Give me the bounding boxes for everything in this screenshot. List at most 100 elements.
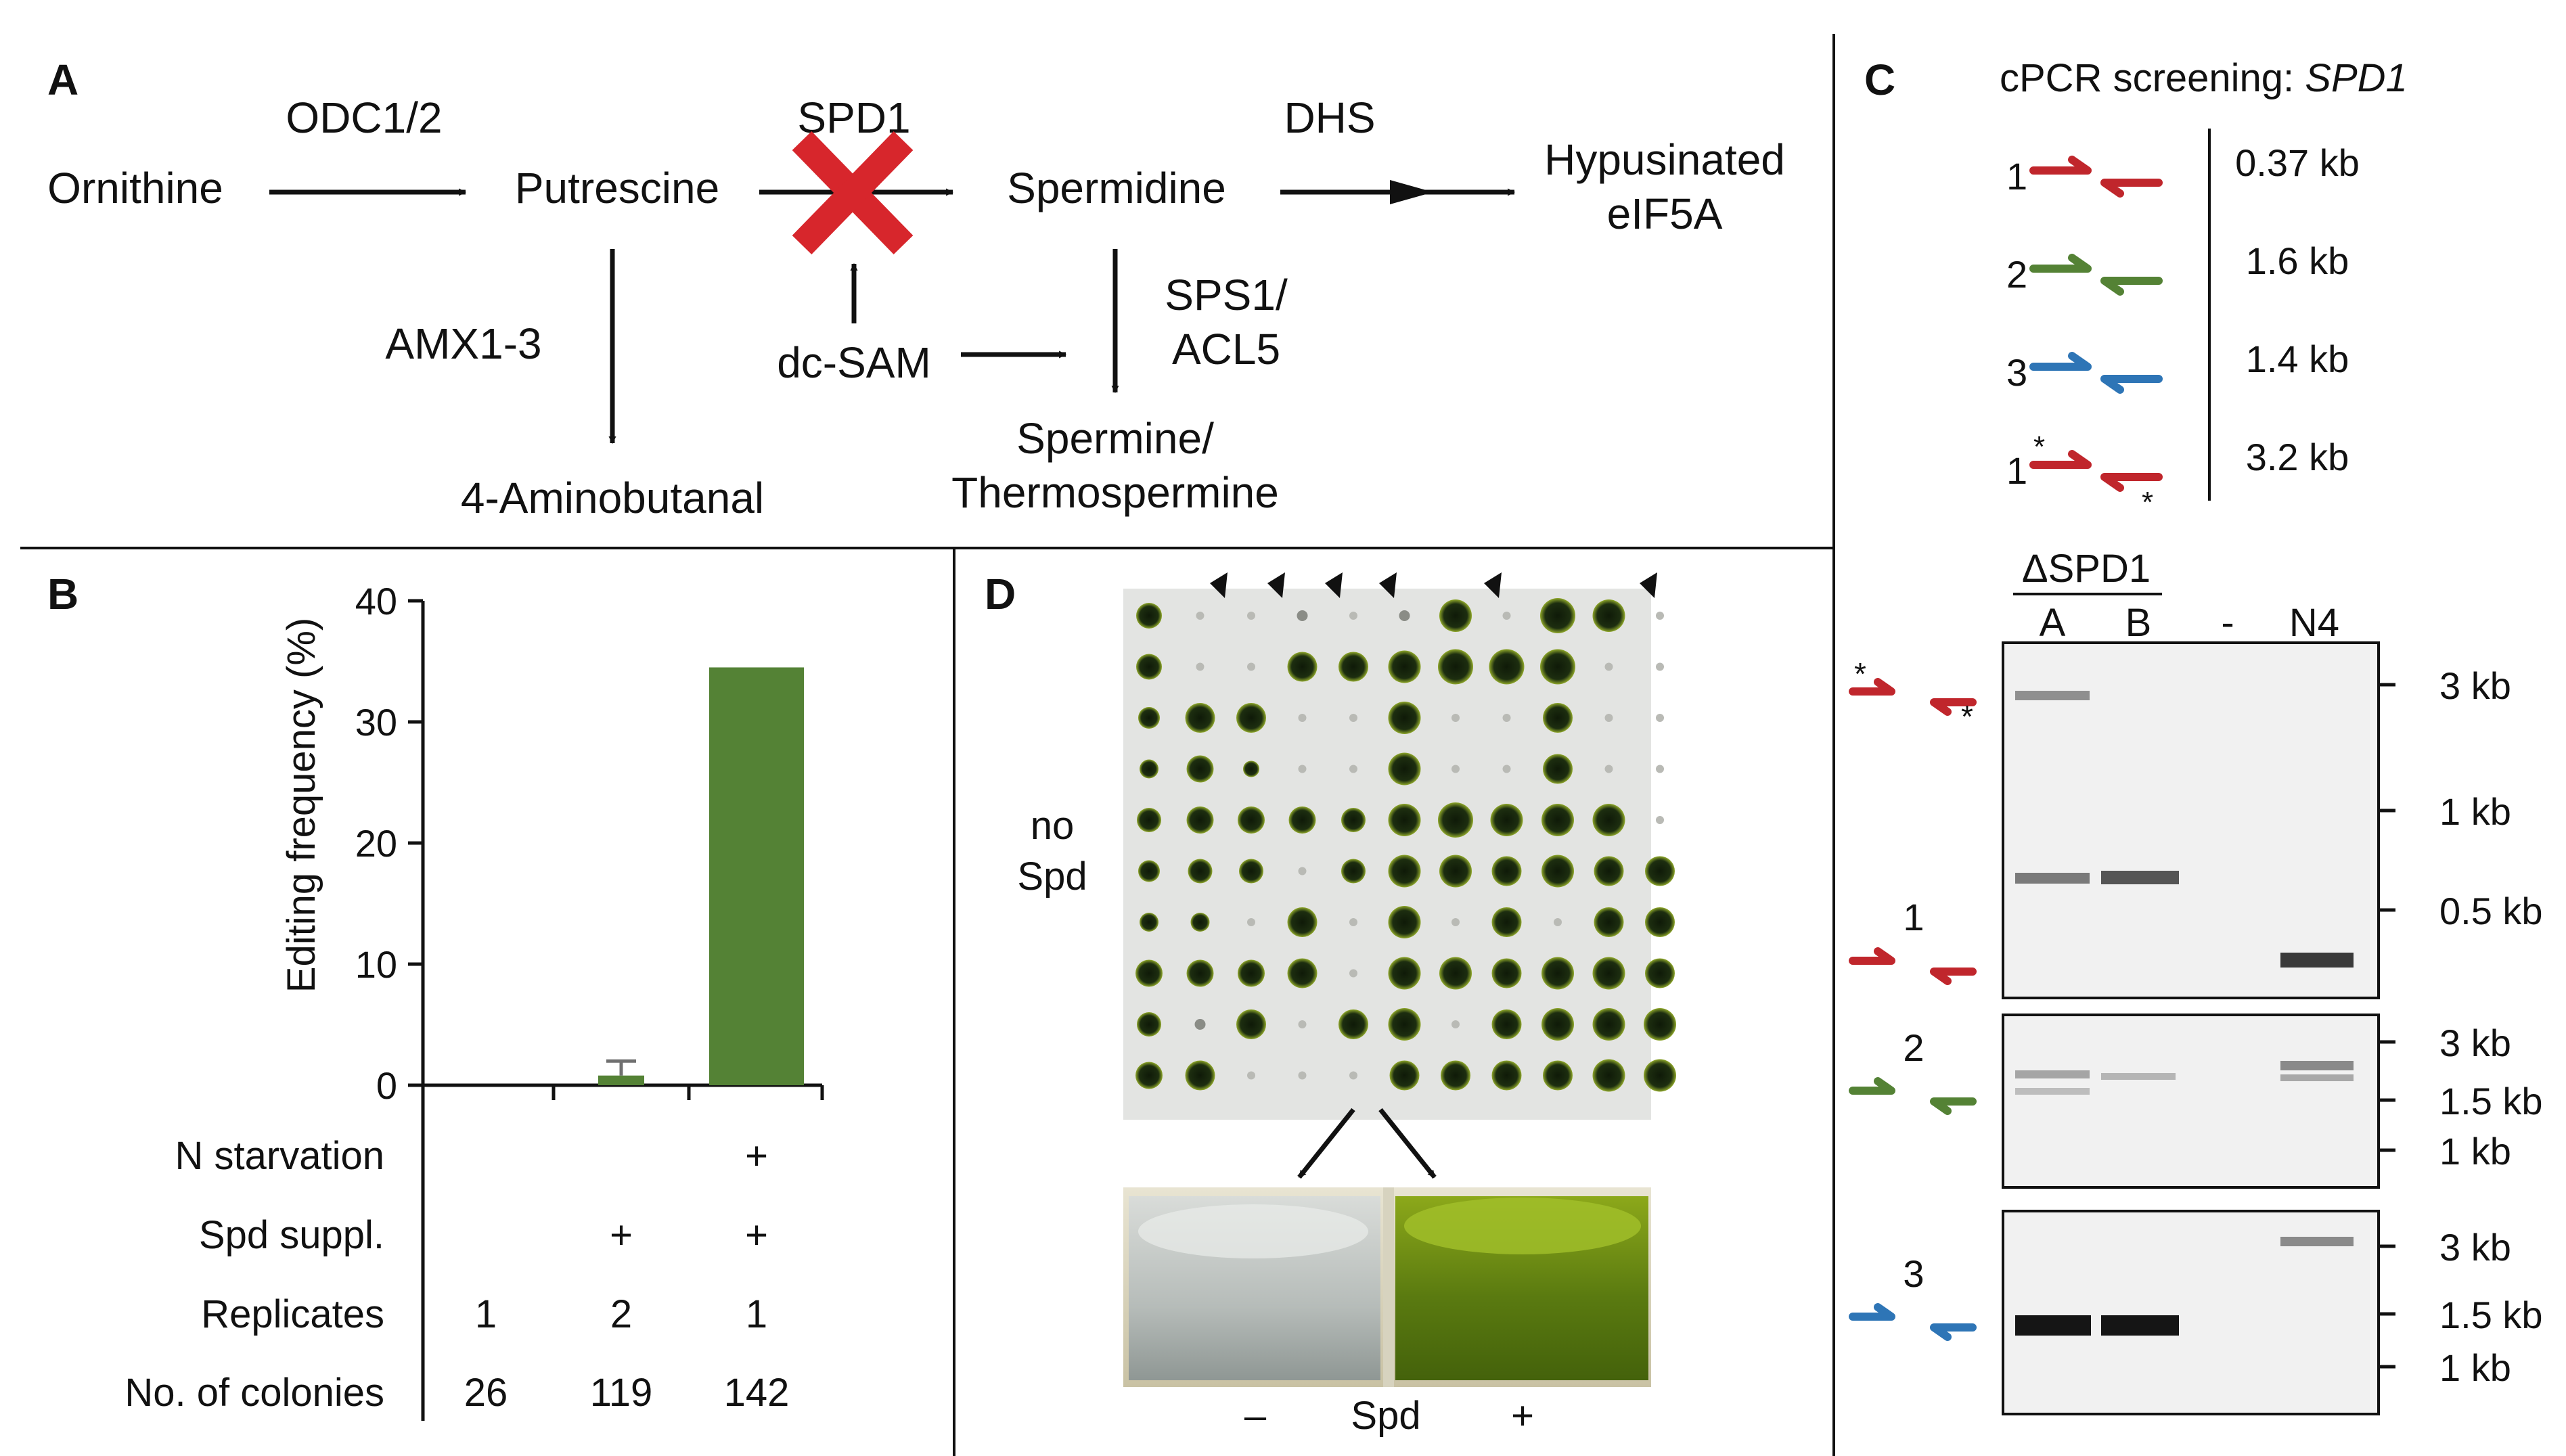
colony	[1185, 703, 1215, 733]
enzyme-amx: AMX1-3	[385, 319, 541, 368]
colony	[1592, 804, 1625, 836]
gel2-primer-number: 2	[1903, 1026, 1924, 1069]
colony	[1136, 654, 1162, 680]
enzyme-dhs: DHS	[1284, 93, 1375, 142]
colony-trace	[1298, 1071, 1307, 1080]
band-n4-1.6kb	[2280, 1061, 2354, 1070]
gel-3: 3 kb 1.5 kb 1 kb	[2002, 1210, 2543, 1415]
colony	[1238, 806, 1265, 834]
colony	[1594, 907, 1624, 937]
colony	[1341, 808, 1366, 832]
panel-d-label: D	[985, 570, 1016, 618]
table-row-label: Replicates	[201, 1292, 384, 1336]
node-hypusinated-line2: eIF5A	[1607, 189, 1723, 238]
colony-trace	[1604, 662, 1613, 671]
colony-trace	[1502, 765, 1511, 773]
band-b-1.6kb	[2101, 1073, 2176, 1080]
colony-trace	[1298, 765, 1307, 773]
legend-star: *	[2033, 430, 2045, 463]
enzyme-sps-line2: ACL5	[1172, 325, 1280, 373]
colony-small	[1194, 1019, 1206, 1030]
node-spermidine: Spermidine	[1007, 164, 1226, 212]
gel3-marker-1kb: 1 kb	[2439, 1346, 2511, 1389]
arrowhead-marker	[1325, 572, 1343, 598]
table-cell: +	[745, 1134, 768, 1178]
y-tick-label: 10	[355, 943, 397, 986]
gel2-primer-pair-icon	[1849, 1077, 1895, 1095]
lane-label: A	[2040, 601, 2066, 645]
enzyme-sps-line1: SPS1/	[1165, 271, 1288, 319]
panel-d: D no Spd – Spd +	[985, 570, 1676, 1438]
colony	[1138, 860, 1160, 882]
colony-trace	[1196, 662, 1205, 671]
band-a-3kb	[2015, 691, 2090, 700]
colony	[1592, 1059, 1625, 1092]
gel-2: 3 kb 1.5 kb 1 kb	[2002, 1014, 2543, 1189]
plate-label-line2: Spd	[1017, 855, 1087, 898]
table-cell: 119	[590, 1371, 652, 1415]
bar	[598, 1075, 644, 1085]
colony	[1592, 599, 1625, 632]
colony-small	[1399, 610, 1410, 621]
panel-dividers	[20, 34, 1835, 1456]
node-putrescine: Putrescine	[515, 164, 719, 212]
gel-1: 3 kb 1 kb 0.5 kb	[2002, 641, 2543, 999]
legend-item: 2 1.6 kb	[2006, 240, 2349, 296]
legend-size: 1.6 kb	[2246, 240, 2349, 282]
colony	[1186, 806, 1214, 834]
screening-title-prefix: cPCR screening:	[2000, 56, 2305, 100]
colony-trace	[1656, 662, 1664, 671]
gel1-primer-pair-long-icon	[1849, 678, 1895, 696]
colony	[1388, 752, 1421, 786]
colony-trace	[1247, 612, 1255, 620]
colony	[1491, 907, 1522, 937]
gel3-primer-number: 3	[1903, 1252, 1924, 1295]
band-n4-3.2kb	[2280, 1237, 2354, 1246]
colony-trace	[1451, 1020, 1460, 1028]
y-tick-label: 0	[376, 1064, 397, 1107]
forward-primer-icon	[2029, 450, 2092, 469]
colony	[1135, 1062, 1163, 1089]
colony-trace	[1656, 612, 1664, 620]
gel-group-label: ΔSPD1	[2022, 547, 2151, 591]
node-hypusinated-line1: Hypusinated	[1544, 135, 1785, 184]
reverse-primer-icon	[2100, 277, 2163, 296]
colony	[1439, 599, 1472, 632]
colony-trace	[1656, 765, 1664, 773]
colony	[1188, 859, 1213, 884]
colony	[1543, 754, 1573, 784]
legend-number: 3	[2006, 351, 2027, 394]
colony	[1438, 649, 1473, 685]
gel3-primer-pair-icon	[1849, 1303, 1895, 1321]
band-n4-1.6kb-lower	[2280, 1074, 2354, 1081]
colony	[1388, 1008, 1421, 1041]
colony	[1645, 856, 1675, 886]
colony-trace	[1349, 612, 1357, 620]
plate-label-line1: no	[1031, 804, 1075, 848]
gel3-marker-3kb: 3 kb	[2439, 1226, 2511, 1269]
colony-trace	[1349, 714, 1357, 722]
gel2-marker-3kb: 3 kb	[2439, 1022, 2511, 1064]
y-tick-label: 40	[355, 580, 397, 622]
panel-c: C cPCR screening: SPD1 1 0.37 kb 2 1.6 kb 3 1…	[1849, 55, 2543, 1415]
colony	[1388, 957, 1421, 990]
table-cell: 2	[610, 1292, 632, 1336]
flask-arrows	[1297, 1108, 1437, 1179]
colony-trace	[1656, 714, 1664, 722]
colony	[1136, 603, 1162, 629]
colony	[1238, 959, 1265, 987]
colony	[1287, 958, 1318, 988]
primer-legend: 1 0.37 kb2 1.6 kb3 1.4 kb1**3.2 kb	[2006, 141, 2360, 519]
colony	[1540, 598, 1575, 633]
colony	[1592, 957, 1625, 990]
band-n4-037kb	[2280, 953, 2354, 968]
legend-number: 2	[2006, 253, 2027, 296]
colony-trace	[1349, 918, 1357, 926]
colony	[1338, 1009, 1368, 1039]
table-cell: 1	[746, 1292, 767, 1336]
colony-trace	[1298, 1020, 1307, 1028]
x-ticks	[552, 1085, 824, 1100]
flask-spd-label: Spd	[1351, 1394, 1420, 1438]
arrowhead-marker	[1640, 572, 1657, 598]
band-a-04kb	[2015, 873, 2090, 884]
